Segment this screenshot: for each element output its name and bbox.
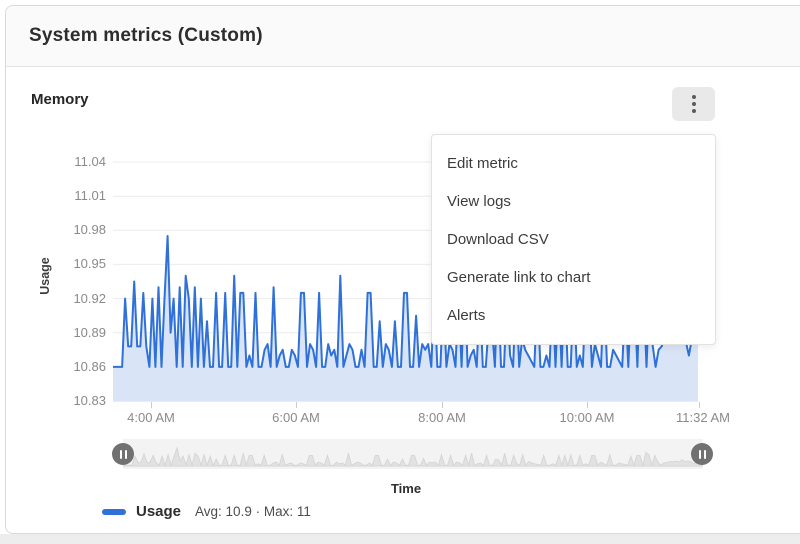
menu-item-alerts[interactable]: Alerts xyxy=(447,307,486,324)
panel-context-menu: Edit metric View logs Download CSV Gener… xyxy=(431,134,716,345)
x-tick-label: 6:00 AM xyxy=(272,410,320,425)
card-header: System metrics (Custom) xyxy=(6,6,800,67)
x-tick-mark xyxy=(442,402,443,408)
legend-stats: Avg: 10.9 · Max: 11 xyxy=(195,504,311,519)
panel-title: Memory xyxy=(31,91,89,108)
pause-icon xyxy=(703,449,706,459)
y-tick-label: 10.83 xyxy=(73,393,106,408)
x-tick-mark xyxy=(587,402,588,408)
y-tick-label: 11.01 xyxy=(74,188,106,203)
x-tick-mark xyxy=(699,402,700,408)
legend-swatch xyxy=(102,508,126,515)
x-tick-label: 10:00 AM xyxy=(559,410,615,425)
y-tick-label: 11.04 xyxy=(74,154,106,169)
system-metrics-card: System metrics (Custom) Memory Usage 11.… xyxy=(5,5,800,534)
y-tick-label: 10.98 xyxy=(73,222,106,237)
x-tick-mark xyxy=(296,402,297,408)
brush-handle-left[interactable] xyxy=(112,443,134,465)
menu-item-generate-link-to-chart[interactable]: Generate link to chart xyxy=(447,269,591,286)
x-tick-mark xyxy=(151,402,152,408)
kebab-vertical-icon xyxy=(691,95,696,113)
pause-icon xyxy=(119,449,122,459)
x-tick-label: 11:32 AM xyxy=(676,410,730,425)
brush-minichart xyxy=(122,446,704,468)
y-tick-label: 10.95 xyxy=(73,256,106,271)
menu-item-download-csv[interactable]: Download CSV xyxy=(447,231,549,248)
page-background xyxy=(0,534,800,544)
pause-icon xyxy=(698,449,701,459)
legend-item-usage[interactable]: Usage Avg: 10.9 · Max: 11 xyxy=(102,503,311,520)
menu-item-view-logs[interactable]: View logs xyxy=(447,193,511,210)
panel-menu-button[interactable] xyxy=(672,87,715,121)
pause-icon xyxy=(124,449,127,459)
legend-label: Usage xyxy=(136,503,182,520)
y-tick-label: 10.89 xyxy=(73,325,106,340)
x-tick-label: 4:00 AM xyxy=(127,410,175,425)
x-axis-title: Time xyxy=(390,481,422,496)
x-tick-label: 8:00 AM xyxy=(418,410,466,425)
brush-handle-right[interactable] xyxy=(691,443,713,465)
page-title: System metrics (Custom) xyxy=(29,25,263,46)
menu-item-edit-metric[interactable]: Edit metric xyxy=(447,155,518,172)
y-tick-label: 10.86 xyxy=(73,359,106,374)
y-tick-label: 10.92 xyxy=(73,291,106,306)
time-range-brush[interactable] xyxy=(112,439,713,469)
